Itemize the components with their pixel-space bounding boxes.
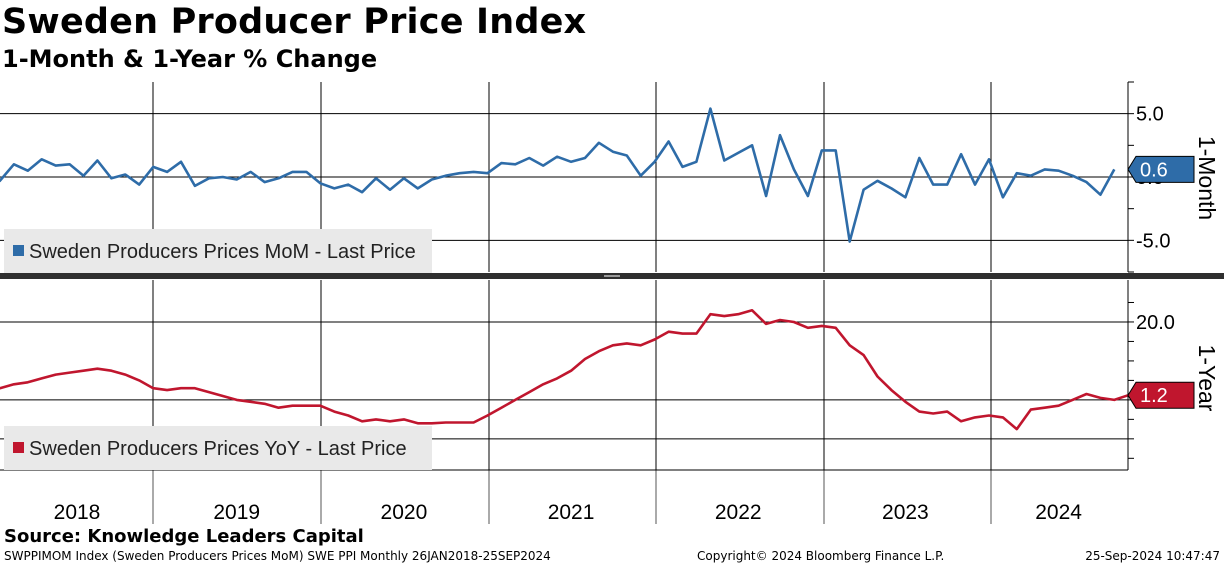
yoy-series-line [0,308,1129,431]
x-tick-label: 2023 [882,501,929,524]
mom-series-line [0,107,1116,243]
yoy-last-value-tag-bg [1127,381,1195,409]
page-subtitle: 1-Month & 1-Year % Change [2,45,378,73]
yoy-legend-label: Sweden Producers Prices YoY - Last Price [29,438,407,460]
panel-divider-handle [604,275,620,277]
x-tick-label: 2018 [54,501,101,524]
x-tick-label: 2022 [715,501,762,524]
axis-layer: 5.00.0-5.020.01-Month1-Year2018201920202… [0,81,1220,524]
x-tick-label: 2021 [548,501,595,524]
legend-layer: Sweden Producers Prices MoM - Last Price… [4,229,432,470]
yoy-last-value-tag: 1.2 [1140,385,1168,407]
source-note: Source: Knowledge Leaders Capital [4,526,364,547]
bottom-tick-label: 20.0 [1136,312,1175,334]
page-title: Sweden Producer Price Index [2,2,587,42]
top-axis-title: 1-Month [1194,136,1220,220]
yoy-legend-box [4,426,432,470]
ticker-line: SWPPIMOM Index (Sweden Producers Prices … [4,549,551,563]
x-tick-label: 2020 [381,501,428,524]
x-tick-label: 2019 [213,501,260,524]
mom-last-value-tag: 0.6 [1140,159,1168,181]
mom-legend-label: Sweden Producers Prices MoM - Last Price [29,241,416,263]
timestamp: 25-Sep-2024 10:47:47 [1085,549,1220,563]
mom-legend-box [4,229,432,273]
top-tick-label: -5.0 [1136,230,1170,252]
series-layer [0,107,1129,431]
top-tick-label: 5.0 [1136,104,1164,126]
mom-last-value-tag-bg [1127,155,1195,183]
yoy-legend-swatch [13,442,24,453]
copyright-note: Copyright© 2024 Bloomberg Finance L.P. [697,549,945,563]
x-tick-label: 2024 [1035,501,1082,524]
mom-legend-swatch [13,245,24,256]
bottom-axis-title: 1-Year [1194,345,1220,412]
